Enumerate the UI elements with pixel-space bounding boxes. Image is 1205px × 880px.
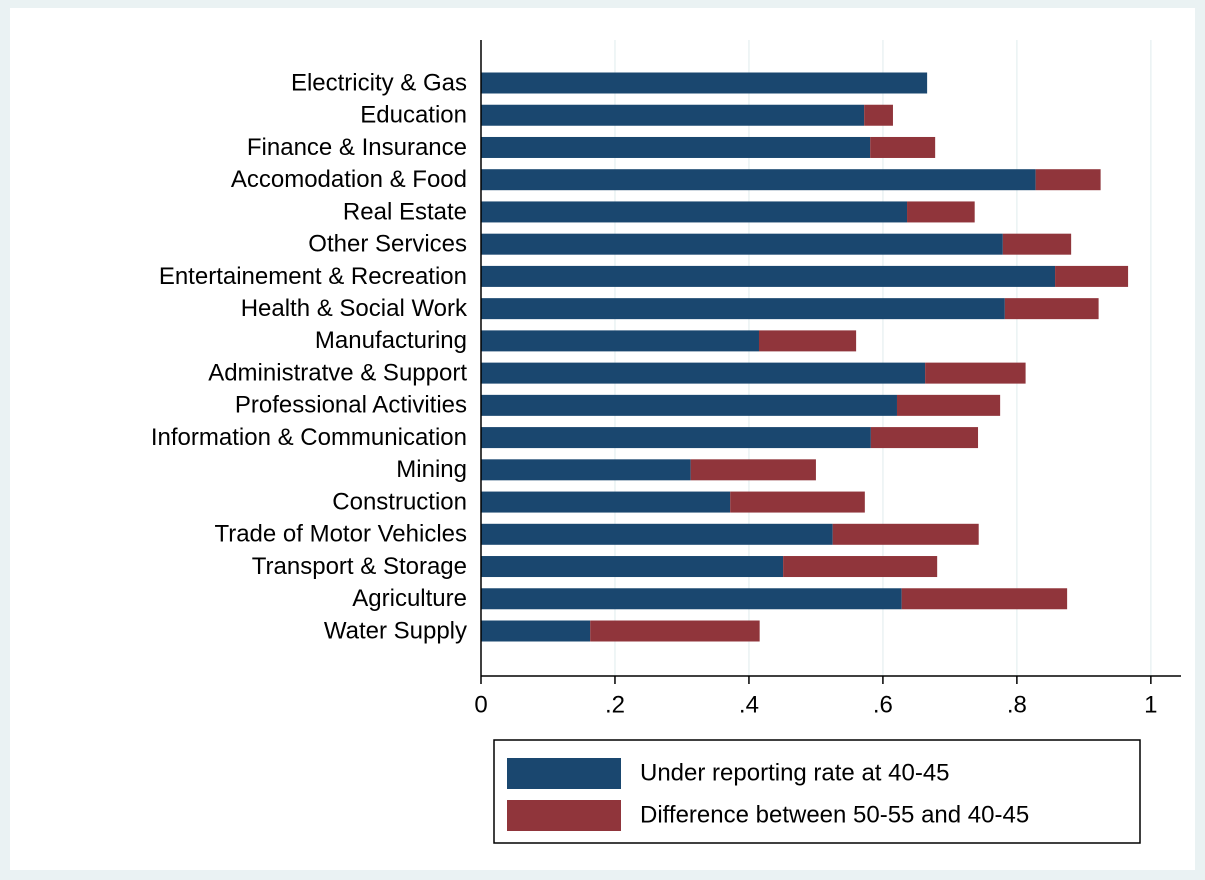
bar: [832, 523, 979, 545]
bar: [481, 330, 759, 352]
y-tick-label: Administratve & Support: [208, 359, 467, 386]
y-tick-label: Construction: [332, 488, 467, 515]
bar: [590, 620, 760, 642]
bar: [1055, 265, 1129, 287]
y-tick-label: Education: [360, 102, 467, 129]
y-tick-label: Manufacturing: [315, 327, 467, 354]
bar: [690, 459, 816, 481]
y-tick-label: Health & Social Work: [241, 295, 468, 322]
bar: [481, 298, 1005, 320]
bar: [870, 136, 936, 158]
y-tick-label: Other Services: [308, 231, 467, 258]
bar: [481, 556, 784, 578]
x-tick-label: .2: [605, 691, 625, 718]
bar: [907, 201, 975, 223]
bar: [925, 362, 1026, 384]
y-tick-label: Finance & Insurance: [247, 134, 467, 161]
y-tick-label: Electricity & Gas: [291, 69, 467, 96]
bar: [481, 169, 1036, 191]
x-tick-label: .6: [873, 691, 893, 718]
bar: [481, 459, 691, 481]
bar: [730, 491, 865, 513]
y-tick-label: Real Estate: [343, 198, 467, 225]
legend-label: Difference between 50-55 and 40-45: [640, 801, 1029, 828]
bar: [758, 330, 857, 352]
bar: [783, 556, 938, 578]
legend-swatch: [507, 758, 621, 789]
x-tick-label: 1: [1144, 691, 1157, 718]
y-tick-label: Information & Communication: [151, 424, 467, 451]
bar: [481, 620, 591, 642]
x-tick-label: .8: [1007, 691, 1027, 718]
bar: [481, 588, 902, 610]
bar: [481, 491, 731, 513]
legend-label: Under reporting rate at 40-45: [640, 759, 950, 786]
bar: [896, 394, 1001, 416]
y-tick-label: Agriculture: [352, 585, 467, 612]
x-tick-label: 0: [474, 691, 487, 718]
bar: [864, 104, 893, 126]
y-tick-label: Trade of Motor Vehicles: [214, 521, 467, 548]
bar: [870, 427, 979, 449]
bar: [481, 362, 926, 384]
y-tick-label: Professional Activities: [235, 392, 467, 419]
bar: [481, 265, 1056, 287]
bar: [481, 427, 871, 449]
bar: [481, 233, 1003, 255]
bar: [481, 394, 897, 416]
y-tick-label: Water Supply: [324, 617, 467, 644]
y-tick-label: Transport & Storage: [252, 553, 467, 580]
bar: [901, 588, 1068, 610]
y-tick-label: Entertainement & Recreation: [159, 263, 467, 290]
bar: [481, 104, 865, 126]
bar: [481, 136, 871, 158]
y-tick-label: Mining: [396, 456, 467, 483]
bar: [1002, 233, 1072, 255]
bar: [1004, 298, 1099, 320]
bar: [481, 72, 928, 94]
bar: [481, 201, 908, 223]
y-tick-label: Accomodation & Food: [231, 166, 467, 193]
bar: [1035, 169, 1101, 191]
legend-swatch: [507, 800, 621, 831]
x-tick-label: .4: [739, 691, 759, 718]
bar: [481, 523, 833, 545]
